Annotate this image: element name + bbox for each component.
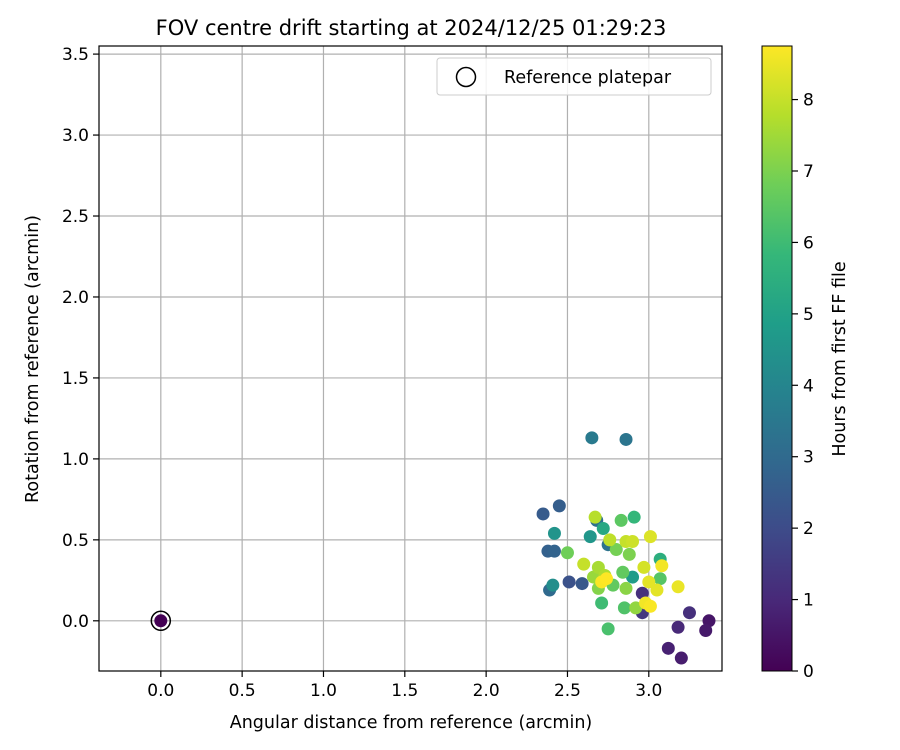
data-point xyxy=(642,575,656,589)
data-point xyxy=(619,432,633,446)
data-point xyxy=(547,544,561,558)
chart-title: FOV centre drift starting at 2024/12/25 … xyxy=(156,16,667,40)
reference-marker xyxy=(150,610,172,632)
data-point xyxy=(643,599,657,613)
data-point xyxy=(643,530,657,544)
colorbar-label: Hours from first FF file xyxy=(830,261,850,456)
data-point xyxy=(619,581,633,595)
data-point xyxy=(622,547,636,561)
legend-label: Reference platepar xyxy=(504,68,672,88)
x-tick-label: 0.0 xyxy=(147,681,174,701)
data-point xyxy=(671,580,685,594)
legend-marker-icon xyxy=(455,66,477,88)
data-point xyxy=(560,546,574,560)
colorbar xyxy=(761,45,793,672)
reference-platepar-marker xyxy=(150,610,172,632)
x-tick-label: 1.0 xyxy=(310,681,337,701)
data-point xyxy=(577,557,591,571)
data-point xyxy=(546,578,560,592)
data-point xyxy=(699,624,713,638)
data-point xyxy=(637,560,651,574)
colorbar-tick-label: 2 xyxy=(803,519,814,539)
data-point xyxy=(626,570,640,584)
data-point xyxy=(595,596,609,610)
y-tick-label: 0.0 xyxy=(62,612,89,632)
x-tick-label: 3.0 xyxy=(635,681,662,701)
y-axis-ticks: 0.0 0.5 1.0 1.5 2.0 2.5 3.0 3.5 xyxy=(62,45,99,632)
x-tick-label: 1.5 xyxy=(391,681,418,701)
data-point xyxy=(655,559,669,573)
y-tick-label: 0.5 xyxy=(62,531,89,551)
data-point xyxy=(603,533,617,547)
x-tick-label: 2.5 xyxy=(554,681,581,701)
data-point xyxy=(562,575,576,589)
colorbar-tick-label: 1 xyxy=(803,591,814,611)
data-point xyxy=(614,513,628,527)
data-point xyxy=(650,583,664,597)
data-point xyxy=(626,534,640,548)
data-point xyxy=(600,572,614,586)
data-point xyxy=(552,499,566,513)
colorbar-tick-label: 3 xyxy=(803,448,814,468)
x-tick-label: 2.0 xyxy=(473,681,500,701)
y-tick-label: 2.5 xyxy=(62,207,89,227)
data-point xyxy=(547,526,561,540)
data-point xyxy=(653,572,667,586)
data-point xyxy=(671,620,685,634)
data-point xyxy=(596,522,610,536)
data-point xyxy=(629,601,643,615)
colorbar-tick-label: 7 xyxy=(803,162,814,182)
data-point xyxy=(601,622,615,636)
data-point xyxy=(682,606,696,620)
legend: Reference platepar xyxy=(436,57,712,96)
y-tick-label: 3.5 xyxy=(62,45,89,65)
x-tick-label: 0.5 xyxy=(229,681,256,701)
data-point xyxy=(674,651,688,665)
x-axis-label: Angular distance from reference (arcmin) xyxy=(230,713,593,733)
data-point xyxy=(536,507,550,521)
y-tick-label: 3.0 xyxy=(62,126,89,146)
data-point xyxy=(617,601,631,615)
data-point xyxy=(588,510,602,524)
y-axis-label: Rotation from reference (arcmin) xyxy=(23,215,43,503)
y-tick-label: 1.5 xyxy=(62,369,89,389)
data-point xyxy=(585,431,599,445)
data-point xyxy=(583,530,597,544)
data-point xyxy=(661,641,675,655)
data-point xyxy=(575,577,589,591)
colorbar-tick-label: 4 xyxy=(803,376,814,396)
colorbar-ticks: 0 1 2 3 4 5 6 7 8 xyxy=(792,91,814,682)
colorbar-tick-label: 5 xyxy=(803,305,814,325)
y-tick-label: 1.0 xyxy=(62,450,89,470)
data-point xyxy=(609,543,623,557)
data-point xyxy=(154,614,168,628)
colorbar-tick-label: 8 xyxy=(803,91,814,111)
y-tick-label: 2.0 xyxy=(62,288,89,308)
data-point xyxy=(627,510,641,524)
scatter-points xyxy=(154,431,716,665)
colorbar-tick-label: 0 xyxy=(803,662,814,682)
colorbar-tick-label: 6 xyxy=(803,233,814,253)
data-point xyxy=(616,565,630,579)
plot-area-frame xyxy=(98,45,723,672)
grid xyxy=(99,46,722,671)
x-axis-ticks: 0.0 0.5 1.0 1.5 2.0 2.5 3.0 xyxy=(147,671,662,701)
